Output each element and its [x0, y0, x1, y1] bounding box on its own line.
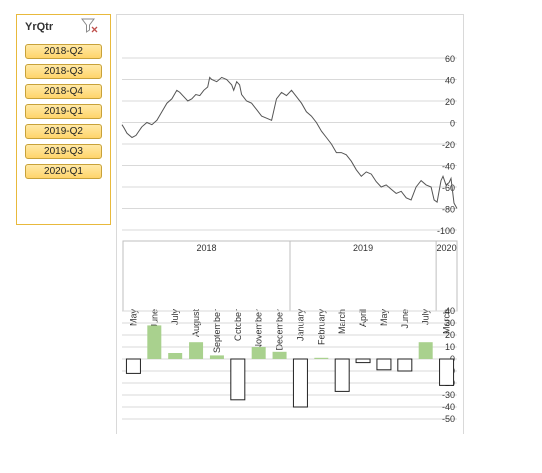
month-label: June — [149, 309, 159, 329]
line-y-tick-label: -40 — [442, 162, 455, 172]
bar-y-tick-label: -40 — [442, 402, 455, 412]
line-y-tick-label: -60 — [442, 183, 455, 193]
month-label: September — [212, 309, 222, 353]
year-label: 2019 — [353, 243, 373, 253]
month-label: March — [337, 309, 347, 334]
slicer-panel: YrQtr 2018-Q2 2018-Q3 2018-Q4 2019-Q1 2019-Q… — [16, 14, 111, 225]
bar — [334, 358, 350, 392]
line-y-tick-label: 60 — [445, 54, 455, 64]
year-label: 2020 — [437, 243, 457, 253]
slicer-item[interactable]: 2018-Q4 — [25, 84, 102, 99]
bar — [439, 358, 455, 386]
bar — [251, 347, 266, 359]
month-label: July — [170, 309, 180, 326]
line-y-tick-label: -20 — [442, 140, 455, 150]
month-label: January — [295, 309, 305, 342]
line-y-tick-label: -80 — [442, 205, 455, 215]
bar — [209, 355, 224, 359]
month-label: May — [379, 309, 389, 327]
month-label: November — [254, 309, 264, 351]
bar — [272, 351, 287, 359]
month-label: March — [442, 309, 452, 334]
month-label: October — [233, 309, 243, 341]
slicer-item[interactable]: 2019-Q1 — [25, 104, 102, 119]
slicer-title: YrQtr — [25, 21, 54, 33]
chart-svg: 60 40 20 0 -20 -40 -60 -80 -100 2018 2019 2020 May Ju… — [121, 54, 458, 424]
bar-y-tick-label: 20 — [445, 330, 455, 340]
bar-y-tick-label: 10 — [445, 342, 455, 352]
bar — [418, 342, 433, 359]
slicer-item[interactable]: 2019-Q2 — [25, 124, 102, 139]
month-label: June — [400, 309, 410, 329]
bar-y-tick-label: 30 — [445, 318, 455, 328]
chart-panel: 60 40 20 0 -20 -40 -60 -80 -100 2018 2019 2020 May Ju… — [116, 14, 464, 434]
bar — [168, 353, 183, 359]
slicer-item[interactable]: 2018-Q2 — [25, 44, 102, 59]
slicer-item[interactable]: 2019-Q3 — [25, 144, 102, 159]
line-y-tick-label: 20 — [445, 97, 455, 107]
slicer-item[interactable]: 2018-Q3 — [25, 64, 102, 79]
bar-y-tick-label: 40 — [445, 306, 455, 316]
line-y-tick-label: 40 — [445, 76, 455, 86]
slicer-item[interactable]: 2020-Q1 — [25, 164, 102, 179]
clear-filter-icon[interactable] — [81, 18, 99, 34]
bar — [147, 325, 162, 359]
month-label: December — [275, 309, 285, 351]
month-label: April — [358, 309, 368, 327]
bar — [397, 358, 413, 372]
bar — [189, 342, 204, 359]
bar-y-tick-label: -30 — [442, 390, 455, 400]
bar — [376, 358, 392, 371]
bar — [314, 357, 329, 359]
line-series — [121, 76, 458, 209]
month-label: May — [128, 309, 138, 327]
year-label: 2018 — [196, 243, 216, 253]
bar — [125, 358, 141, 374]
line-y-tick-label: -100 — [437, 226, 455, 236]
month-label: July — [421, 309, 431, 326]
line-y-tick-label: 0 — [450, 119, 455, 129]
bar — [292, 358, 308, 408]
bar-y-tick-label: -50 — [442, 414, 455, 424]
bar — [230, 358, 246, 401]
month-label: February — [316, 309, 326, 346]
bar — [355, 358, 371, 364]
